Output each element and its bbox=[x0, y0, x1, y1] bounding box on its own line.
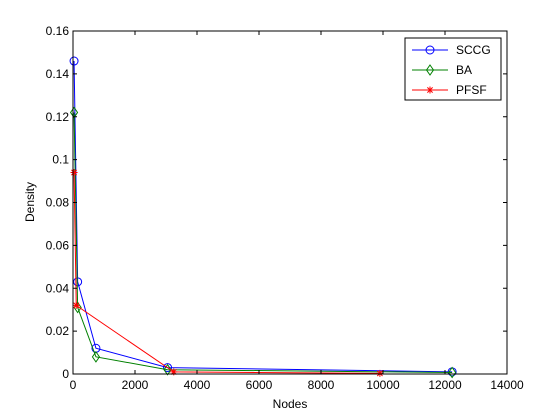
x-tick-label: 14000 bbox=[490, 378, 524, 392]
x-tick-label: 0 bbox=[70, 378, 77, 392]
series-layer bbox=[69, 56, 457, 379]
y-axis-label: Density bbox=[23, 182, 37, 222]
data-point-ba bbox=[163, 363, 172, 376]
data-point-sccg bbox=[69, 56, 79, 66]
series-line-ba bbox=[73, 112, 453, 373]
y-tick-label: 0.04 bbox=[46, 281, 70, 295]
series-line-sccg bbox=[73, 61, 453, 373]
y-tick-label: 0.1 bbox=[52, 153, 69, 167]
data-point-ba bbox=[448, 366, 457, 379]
data-point-pfsf bbox=[170, 368, 178, 376]
x-tick-label: 4000 bbox=[184, 378, 211, 392]
data-point-pfsf bbox=[70, 168, 78, 176]
data-point-sccg bbox=[163, 363, 173, 373]
x-tick-label: 2000 bbox=[122, 378, 149, 392]
y-tick-label: 0.02 bbox=[46, 324, 70, 338]
legend: SCCG BA PFSF bbox=[404, 37, 502, 101]
x-tick-label: 6000 bbox=[246, 378, 273, 392]
ticks-layer: 0 2000 4000 6000 8000 10000 12000 14000 0 0.02 0.0… bbox=[46, 24, 524, 392]
x-tick-label: 12000 bbox=[428, 378, 462, 392]
legend-label-ba: BA bbox=[456, 63, 472, 77]
data-point-pfsf bbox=[72, 301, 80, 309]
y-tick-label: 0.16 bbox=[46, 24, 70, 38]
data-point-pfsf bbox=[376, 369, 384, 377]
legend-marker-ba bbox=[425, 64, 435, 76]
legend-marker-sccg bbox=[425, 45, 435, 55]
y-tick-label: 0.08 bbox=[46, 196, 70, 210]
legend-marker-pfsf bbox=[426, 86, 434, 94]
x-axis-label: Nodes bbox=[273, 397, 308, 411]
x-tick-label: 10000 bbox=[366, 378, 400, 392]
data-point-ba bbox=[69, 106, 79, 119]
y-tick-label: 0 bbox=[62, 367, 69, 381]
y-tick-label: 0.12 bbox=[46, 110, 70, 124]
data-point-ba bbox=[91, 350, 101, 363]
y-tick-label: 0.14 bbox=[46, 67, 70, 81]
legend-label-pfsf: PFSF bbox=[456, 83, 487, 97]
legend-label-sccg: SCCG bbox=[456, 43, 491, 57]
series-line-pfsf bbox=[73, 172, 380, 374]
x-tick-label: 8000 bbox=[308, 378, 335, 392]
y-tick-label: 0.06 bbox=[46, 238, 70, 252]
